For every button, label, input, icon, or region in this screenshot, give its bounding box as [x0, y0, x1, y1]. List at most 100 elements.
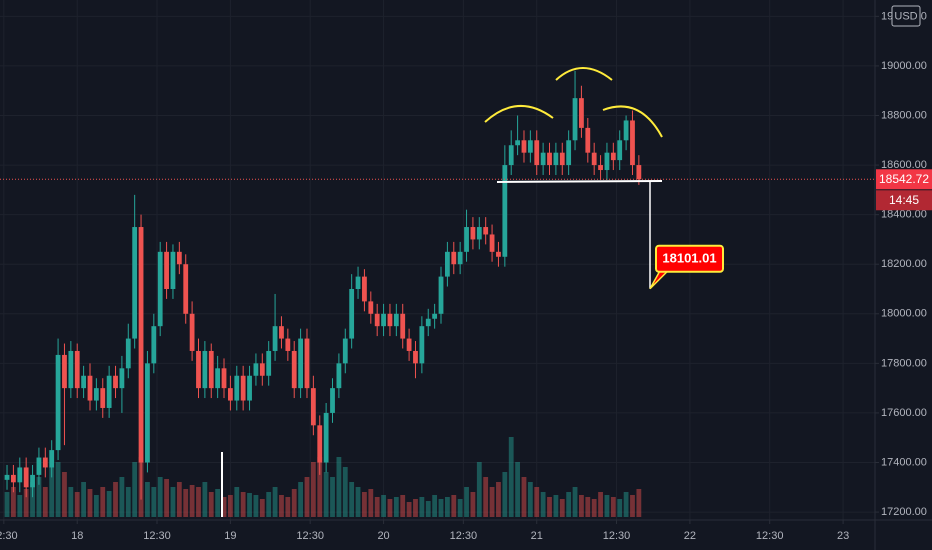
candle-body — [11, 474, 16, 483]
candle-body — [368, 301, 374, 314]
candle-body — [234, 375, 240, 401]
candle-body — [310, 388, 316, 426]
candle-body — [540, 152, 546, 166]
y-tick-label: 17400.00 — [881, 456, 927, 468]
volume-bar — [272, 487, 278, 517]
x-tick-label: 19 — [224, 530, 236, 542]
candle-layer — [4, 70, 642, 500]
candle-body — [342, 338, 348, 364]
volume-bar — [93, 495, 99, 517]
candle-body — [457, 251, 463, 265]
volume-bar — [196, 487, 201, 517]
candle-body — [444, 251, 450, 277]
candle-body — [62, 354, 67, 389]
candle-body — [113, 375, 118, 389]
volume-bar — [336, 457, 342, 517]
candle-body — [272, 326, 278, 351]
volume-bar — [489, 487, 495, 517]
x-tick-label: 12:30 — [756, 530, 784, 542]
volume-bar — [502, 472, 508, 517]
candle-body — [534, 140, 540, 166]
volume-bar — [368, 489, 374, 517]
volume-bar — [23, 489, 29, 517]
volume-bar — [508, 437, 514, 517]
x-tick-label: 21 — [531, 530, 543, 542]
candle-body — [42, 457, 48, 468]
volume-bar — [610, 497, 616, 517]
volume-bar — [221, 497, 227, 517]
volume-bar — [4, 492, 10, 517]
candle-body — [559, 152, 565, 166]
price-label-box — [876, 169, 932, 190]
volume-bar — [17, 495, 23, 517]
volume-bar — [496, 482, 501, 517]
currency-box[interactable] — [891, 5, 921, 27]
candle-body — [87, 375, 93, 401]
volume-bar — [444, 497, 450, 517]
candle-body — [604, 152, 610, 171]
volume-bar — [145, 482, 150, 517]
volume-bar — [317, 457, 323, 517]
volume-layer — [4, 437, 642, 517]
candle-body — [527, 140, 533, 153]
volume-bar — [617, 499, 623, 517]
candle-body — [610, 152, 616, 161]
candle-body — [515, 140, 520, 146]
candle-body — [598, 165, 603, 171]
y-tick-label: 17600.00 — [881, 407, 927, 419]
volume-bar — [234, 487, 240, 517]
candle-body — [298, 338, 304, 389]
volume-bar — [623, 492, 629, 517]
volume-bar — [515, 462, 520, 517]
candle-body — [425, 318, 431, 327]
volume-bar — [113, 482, 118, 517]
candle-body — [553, 152, 559, 166]
candle-body — [438, 276, 444, 314]
candle-body — [176, 251, 182, 265]
volume-bar — [438, 499, 444, 517]
volume-bar — [202, 482, 208, 517]
x-tick-label: 12:30 — [603, 530, 631, 542]
candle-body — [355, 276, 361, 289]
volume-bar — [393, 497, 399, 517]
volume-bar — [74, 492, 80, 517]
candle-body — [547, 152, 552, 166]
volume-bar — [291, 489, 297, 517]
candle-body — [413, 350, 418, 364]
candle-body — [585, 127, 591, 153]
candle-body — [227, 388, 233, 401]
volume-bar — [527, 482, 533, 517]
neckline — [496, 180, 663, 183]
candle-body — [17, 467, 23, 483]
volume-bar — [425, 501, 431, 517]
candle-body — [100, 388, 106, 408]
candle-body — [49, 450, 55, 468]
volume-bar — [176, 482, 182, 517]
volume-bar — [247, 493, 252, 517]
volume-bar — [413, 499, 418, 517]
candle-body — [132, 227, 138, 339]
currency-label: USD — [894, 10, 917, 22]
volume-bar — [259, 499, 265, 517]
candle-body — [496, 251, 501, 257]
volume-bar — [157, 477, 163, 517]
candle-body — [253, 363, 259, 376]
volume-bar — [598, 492, 603, 517]
candle-body — [240, 375, 246, 401]
volume-bar — [342, 467, 348, 517]
volume-bar — [132, 462, 138, 517]
candle-body — [406, 338, 412, 351]
volume-bar — [547, 497, 552, 517]
candle-body — [30, 474, 35, 488]
volume-bar — [451, 495, 457, 517]
volume-bar — [381, 495, 386, 517]
volume-bar — [579, 495, 584, 517]
candle-body — [68, 350, 74, 389]
candle-body — [349, 288, 355, 339]
candle-body — [521, 140, 527, 153]
volume-bar — [151, 487, 157, 517]
volume-bar — [87, 489, 93, 517]
candle-body — [362, 276, 367, 302]
